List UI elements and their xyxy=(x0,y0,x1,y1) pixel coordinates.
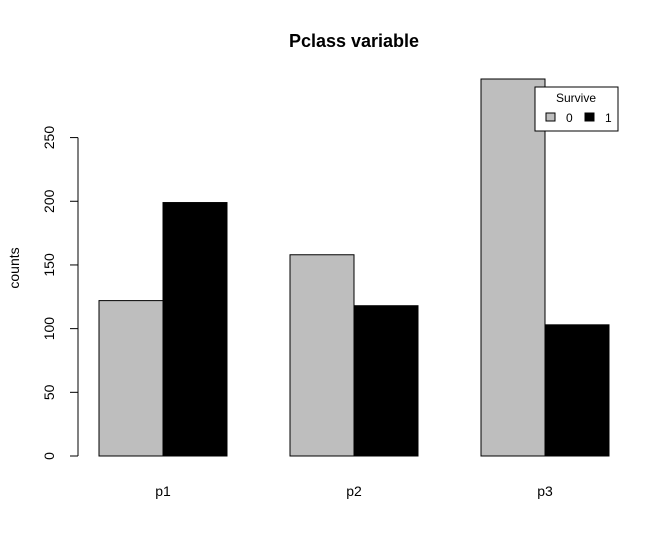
y-axis-label: counts xyxy=(6,247,22,288)
bar-p3-survive-1 xyxy=(544,324,610,457)
legend-label-1: 1 xyxy=(605,111,612,125)
y-tick-label: 100 xyxy=(41,317,57,341)
y-tick-label: 200 xyxy=(41,189,57,213)
category-label-p3: p3 xyxy=(537,483,553,499)
y-tick-label: 50 xyxy=(41,384,57,400)
y-tick-label: 0 xyxy=(41,452,57,460)
legend-swatch-1 xyxy=(584,112,595,122)
y-axis: 0 50 100 150 200 250 xyxy=(41,126,79,460)
category-labels: p1 p2 p3 xyxy=(155,483,553,499)
category-label-p2: p2 xyxy=(346,483,362,499)
y-tick-label: 150 xyxy=(41,253,57,277)
legend-box xyxy=(534,86,619,132)
bar-p1-survive-1 xyxy=(162,202,228,457)
category-label-p1: p1 xyxy=(155,483,171,499)
bar-p1-survive-0 xyxy=(98,300,164,457)
bar-p3-survive-0 xyxy=(480,78,546,457)
bar-p2-survive-0 xyxy=(289,254,355,457)
bar-p2-survive-1 xyxy=(353,305,419,457)
chart-title: Pclass variable xyxy=(289,31,419,51)
legend-swatch-0 xyxy=(545,112,556,122)
bars xyxy=(98,78,610,457)
legend-label-0: 0 xyxy=(566,111,573,125)
legend: Survive 0 1 xyxy=(534,86,619,132)
y-tick-label: 250 xyxy=(41,126,57,150)
legend-title: Survive xyxy=(556,91,596,105)
